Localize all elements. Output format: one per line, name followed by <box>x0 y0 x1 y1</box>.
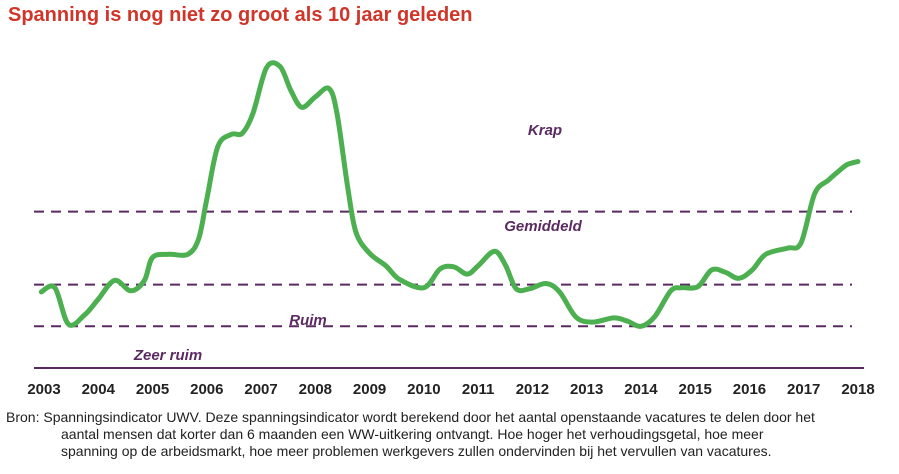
source-line-2: aantal mensen dat korter dan 6 maanden e… <box>61 426 764 442</box>
x-tick-label-2004: 2004 <box>82 381 116 398</box>
zone-label-ruim: Ruim <box>289 312 327 329</box>
series-line <box>38 60 861 329</box>
zone-label-zeer-ruim: Zeer ruim <box>133 347 202 364</box>
x-tick-label-2003: 2003 <box>27 381 60 398</box>
zone-label-krap: Krap <box>528 122 562 139</box>
zone-labels: Krap Gemiddeld Ruim Zeer ruim <box>133 122 583 364</box>
chart-title: Spanning is nog niet zo groot als 10 jaa… <box>8 4 473 26</box>
threshold-lines <box>34 210 852 328</box>
x-tick-label-2016: 2016 <box>733 381 766 398</box>
zone-label-gemiddeld: Gemiddeld <box>504 218 582 235</box>
x-tick-label-2015: 2015 <box>679 381 712 398</box>
x-tick-label-2008: 2008 <box>299 381 332 398</box>
source-line-3: spanning op de arbeidsmarkt, hoe meer pr… <box>61 443 772 459</box>
x-tick-label-2007: 2007 <box>244 381 277 398</box>
x-tick-label-2006: 2006 <box>190 381 223 398</box>
x-tick-label-2017: 2017 <box>787 381 820 398</box>
x-tick-label-2010: 2010 <box>407 381 440 398</box>
x-tick-label-2011: 2011 <box>462 381 495 398</box>
x-tick-label-2013: 2013 <box>570 381 603 398</box>
x-tick-label-2012: 2012 <box>516 381 549 398</box>
x-tick-label-2014: 2014 <box>624 381 658 398</box>
source-line-1: Bron: Spanningsindicator UWV. Deze spann… <box>6 409 815 425</box>
x-tick-label-2018: 2018 <box>841 381 874 398</box>
source-note: Bron: Spanningsindicator UWV. Deze spann… <box>6 409 894 460</box>
line-chart: Krap Gemiddeld Ruim Zeer ruim 2003 2004 20… <box>27 60 875 398</box>
x-tick-label-2005: 2005 <box>136 381 169 398</box>
x-tick-label-2009: 2009 <box>353 381 386 398</box>
x-tick-labels: 2003 2004 2005 2006 2007 2008 2009 2010 2011 2012… <box>27 381 874 398</box>
